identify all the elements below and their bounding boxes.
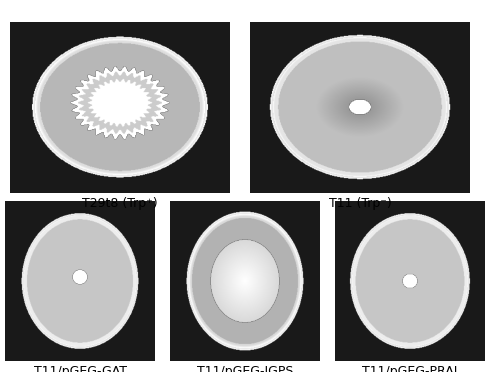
Text: T29t8 (Trp⁺): T29t8 (Trp⁺) [82, 197, 158, 210]
Text: T11/pGEG-IGPS: T11/pGEG-IGPS [197, 365, 293, 372]
Text: T11/pGEG-GAT: T11/pGEG-GAT [34, 365, 126, 372]
Text: T11 (Trp⁻): T11 (Trp⁻) [328, 197, 392, 210]
Text: T11/pGEG-PRAI: T11/pGEG-PRAI [362, 365, 458, 372]
